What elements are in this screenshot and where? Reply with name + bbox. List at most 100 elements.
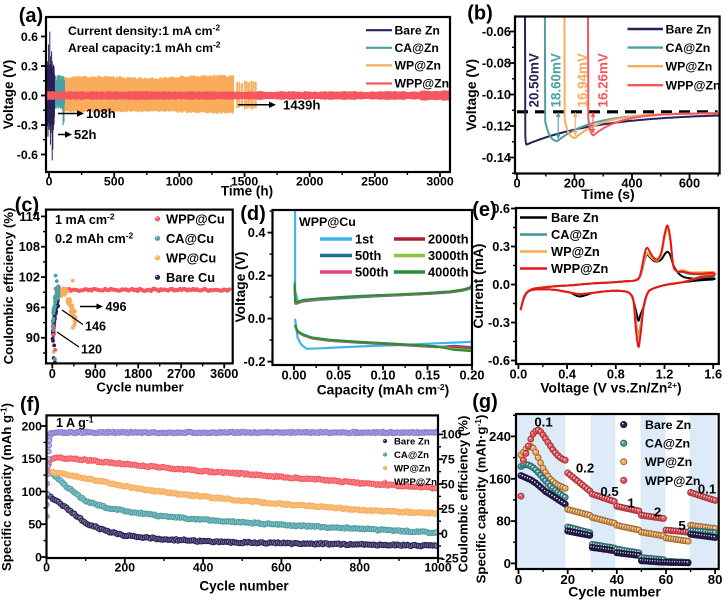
svg-text:200: 200	[564, 176, 585, 191]
svg-text:WPP@Zn: WPP@Zn	[394, 477, 437, 488]
svg-text:0.4: 0.4	[558, 367, 577, 382]
svg-text:52h: 52h	[74, 127, 96, 142]
svg-text:1500: 1500	[231, 175, 259, 189]
svg-text:0.8: 0.8	[607, 367, 625, 382]
svg-text:60: 60	[659, 572, 674, 587]
svg-text:0.4: 0.4	[248, 225, 267, 240]
svg-text:2500: 2500	[361, 175, 389, 189]
svg-text:0.05: 0.05	[326, 368, 351, 383]
svg-text:80: 80	[708, 572, 723, 587]
svg-text:5: 5	[678, 518, 685, 533]
svg-text:Time (h): Time (h)	[221, 184, 273, 199]
svg-text:(e): (e)	[472, 199, 496, 221]
svg-text:3600: 3600	[210, 366, 238, 381]
svg-text:WPP@Cu: WPP@Cu	[299, 215, 356, 229]
svg-text:(c): (c)	[15, 195, 39, 217]
svg-text:-0.6: -0.6	[17, 148, 38, 162]
svg-text:CA@Zn: CA@Zn	[666, 41, 711, 55]
svg-text:400: 400	[193, 561, 214, 575]
svg-text:0.6: 0.6	[492, 201, 510, 216]
svg-text:0.1: 0.1	[698, 482, 716, 497]
svg-text:50th: 50th	[355, 248, 381, 263]
svg-text:20.50mV: 20.50mV	[527, 53, 542, 107]
svg-text:Specific capacity (mAh g-1): Specific capacity (mAh g-1)	[0, 403, 14, 571]
svg-text:Bare Cu: Bare Cu	[166, 270, 215, 285]
svg-text:Bare Zn: Bare Zn	[666, 22, 712, 36]
svg-text:160: 160	[489, 471, 511, 486]
svg-text:-0.08: -0.08	[482, 55, 511, 70]
svg-text:75: 75	[441, 453, 455, 467]
svg-text:Cycle number: Cycle number	[96, 380, 183, 395]
svg-text:WPP@Zn: WPP@Zn	[395, 77, 450, 91]
svg-text:Areal capacity:1 mAh cm-2: Areal capacity:1 mAh cm-2	[68, 40, 221, 56]
svg-text:150: 150	[21, 452, 42, 466]
svg-text:50: 50	[441, 477, 455, 491]
svg-text:0: 0	[504, 556, 511, 571]
svg-text:0.3: 0.3	[21, 59, 38, 73]
svg-text:0.10: 0.10	[371, 368, 396, 383]
svg-text:WP@Zn: WP@Zn	[666, 60, 713, 74]
svg-text:0.1: 0.1	[534, 415, 552, 430]
svg-text:1000: 1000	[166, 175, 194, 189]
svg-text:240: 240	[489, 429, 511, 444]
svg-text:-0.3: -0.3	[17, 118, 38, 132]
svg-text:80: 80	[496, 514, 511, 529]
svg-text:50: 50	[28, 518, 42, 532]
svg-text:0.0: 0.0	[248, 311, 266, 326]
svg-text:900: 900	[85, 366, 106, 381]
svg-text:0.6: 0.6	[21, 30, 38, 44]
svg-text:108: 108	[19, 239, 40, 254]
svg-text:Time (s): Time (s)	[581, 186, 634, 202]
svg-text:3000th: 3000th	[428, 248, 469, 263]
svg-text:Bare Zn: Bare Zn	[551, 210, 599, 225]
svg-text:0: 0	[35, 550, 42, 564]
svg-text:CA@Zn: CA@Zn	[394, 450, 429, 461]
svg-text:0: 0	[515, 572, 522, 587]
svg-text:496: 496	[106, 300, 127, 314]
svg-text:(d): (d)	[240, 203, 266, 225]
svg-text:0: 0	[441, 527, 448, 541]
svg-text:0: 0	[43, 561, 50, 575]
svg-text:1800: 1800	[124, 366, 152, 381]
svg-text:25: 25	[441, 502, 455, 516]
svg-text:Bare Zn: Bare Zn	[395, 23, 440, 37]
svg-text:WPP@Zn: WPP@Zn	[645, 474, 700, 488]
svg-text:0.5: 0.5	[600, 484, 618, 499]
svg-text:2000th: 2000th	[428, 232, 469, 247]
svg-text:CA@Cu: CA@Cu	[166, 231, 214, 246]
svg-text:800: 800	[349, 561, 370, 575]
svg-text:96: 96	[26, 300, 40, 315]
svg-text:100: 100	[21, 485, 42, 499]
svg-text:2700: 2700	[167, 366, 195, 381]
svg-text:Voltage (V): Voltage (V)	[1, 60, 16, 130]
svg-text:Voltage (V): Voltage (V)	[233, 251, 248, 322]
svg-text:1.6: 1.6	[704, 367, 722, 382]
svg-text:114: 114	[19, 209, 41, 224]
svg-text:Specific capacity (mAh·g-1): Specific capacity (mAh·g-1)	[473, 415, 489, 584]
svg-text:WP@Zn: WP@Zn	[551, 244, 600, 259]
svg-text:-0.10: -0.10	[482, 87, 511, 102]
svg-text:WP@Zn: WP@Zn	[395, 59, 441, 73]
svg-text:16.94mV: 16.94mV	[575, 53, 590, 107]
svg-text:-0.2: -0.2	[243, 354, 265, 369]
svg-text:0.2 mAh cm-2: 0.2 mAh cm-2	[55, 231, 134, 247]
svg-text:WPP@Cu: WPP@Cu	[166, 211, 225, 226]
svg-text:1: 1	[627, 496, 634, 511]
svg-text:500: 500	[104, 175, 125, 189]
svg-text:-0.6: -0.6	[488, 353, 510, 368]
svg-text:90: 90	[26, 330, 40, 345]
svg-text:Current (mA): Current (mA)	[471, 243, 486, 328]
svg-text:WP@Zn: WP@Zn	[394, 463, 431, 474]
svg-text:0.0: 0.0	[510, 367, 528, 382]
svg-text:0.15: 0.15	[415, 368, 440, 383]
svg-text:CA@Zn: CA@Zn	[395, 41, 439, 55]
svg-text:120: 120	[81, 343, 102, 357]
svg-text:0.0: 0.0	[492, 277, 510, 292]
svg-text:-0.12: -0.12	[482, 118, 511, 133]
svg-text:0.0: 0.0	[21, 89, 38, 103]
svg-text:(g): (g)	[472, 391, 498, 413]
svg-text:0: 0	[513, 176, 520, 191]
svg-text:(a): (a)	[19, 5, 43, 27]
svg-text:108h: 108h	[86, 106, 116, 121]
svg-text:18.60mV: 18.60mV	[549, 53, 564, 107]
